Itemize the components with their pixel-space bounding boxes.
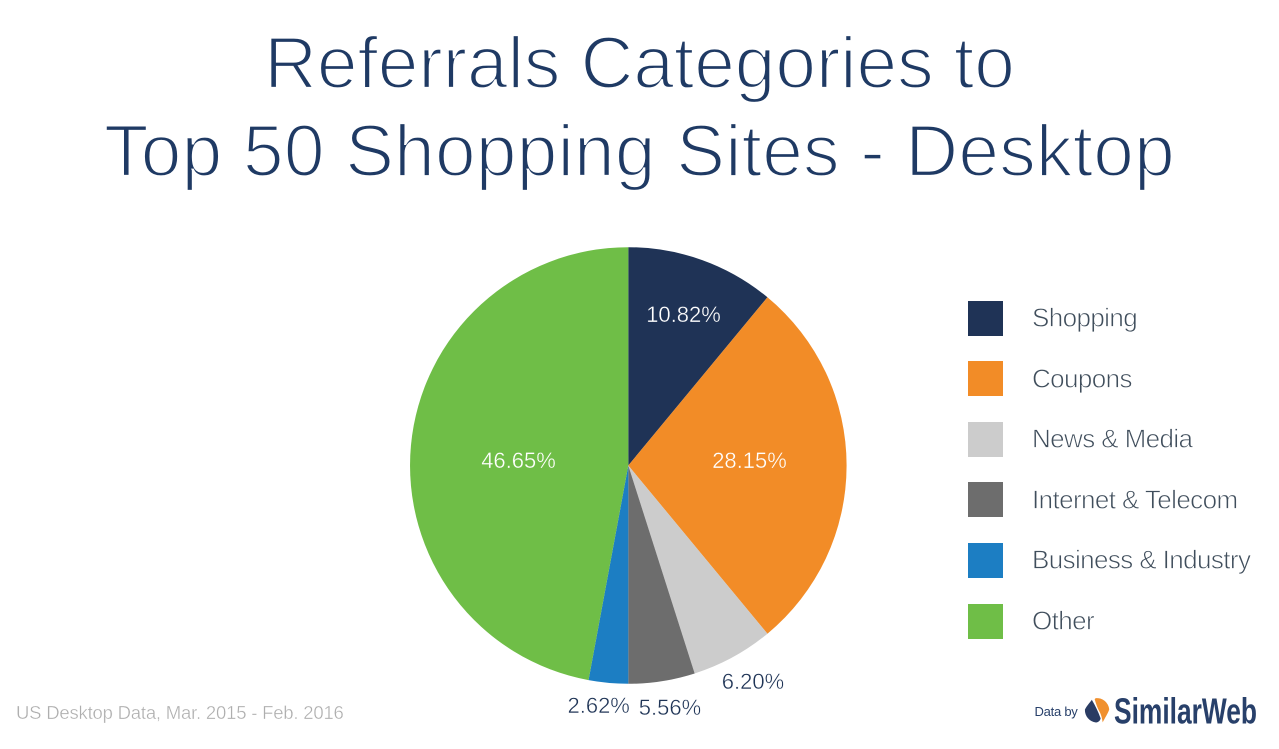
svg-text:SimilarWeb: SimilarWeb: [1114, 691, 1257, 731]
